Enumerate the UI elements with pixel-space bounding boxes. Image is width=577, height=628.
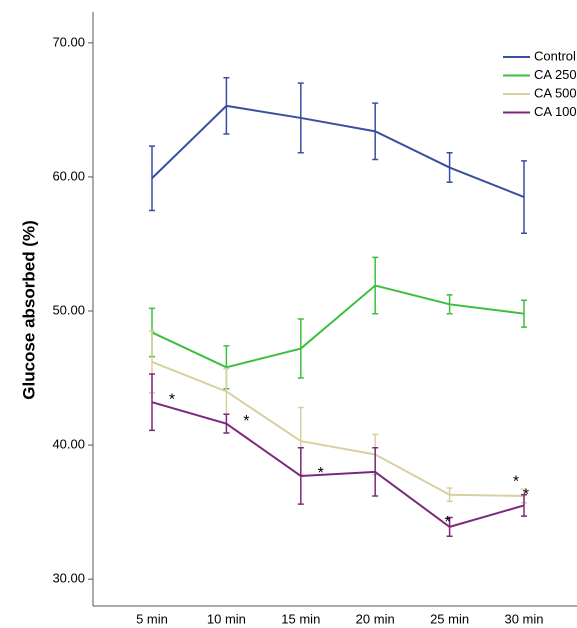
series-line xyxy=(151,361,525,498)
y-tick-label: 40.00 xyxy=(52,437,85,452)
legend-label: CA 250 xyxy=(534,67,577,82)
y-tick-label: 60.00 xyxy=(52,168,85,183)
error-bar xyxy=(372,447,379,497)
x-tick-label: 25 min xyxy=(430,611,469,626)
error-bar xyxy=(297,318,304,379)
error-bar xyxy=(149,373,155,432)
series-line xyxy=(151,284,525,369)
error-bar xyxy=(521,299,527,328)
y-tick-label: 30.00 xyxy=(52,571,85,586)
x-tick-label: 20 min xyxy=(356,611,395,626)
error-bar xyxy=(446,152,453,184)
series-line xyxy=(151,401,525,528)
x-tick-label: 15 min xyxy=(281,611,320,626)
y-axis-label: Glucose absorbed (%) xyxy=(19,220,38,399)
error-bar xyxy=(521,493,527,517)
error-bar xyxy=(223,76,230,135)
significance-marker: * xyxy=(318,465,324,482)
x-tick-label: 10 min xyxy=(207,611,246,626)
legend-label: CA 500 xyxy=(534,85,577,100)
error-bar xyxy=(521,160,527,234)
error-bar xyxy=(372,256,379,315)
legend-label: Control xyxy=(534,48,576,63)
x-tick-label: 30 min xyxy=(504,611,543,626)
error-bar xyxy=(446,294,453,315)
error-bar xyxy=(297,82,304,154)
significance-marker: * xyxy=(513,473,519,490)
error-bar xyxy=(297,447,304,505)
error-bar xyxy=(372,102,379,161)
error-bar xyxy=(446,487,453,503)
series-line xyxy=(151,104,525,198)
x-tick-label: 5 min xyxy=(136,611,168,626)
y-tick-label: 70.00 xyxy=(52,34,85,49)
significance-marker: * xyxy=(169,391,175,408)
legend-label: CA 1000 xyxy=(534,104,577,119)
y-tick-label: 50.00 xyxy=(52,302,85,317)
error-bar xyxy=(223,413,230,434)
error-bar xyxy=(149,145,155,212)
significance-marker: * xyxy=(523,487,529,504)
significance-marker: * xyxy=(243,413,249,430)
significance-marker: * xyxy=(444,514,450,531)
error-bar xyxy=(446,516,453,538)
